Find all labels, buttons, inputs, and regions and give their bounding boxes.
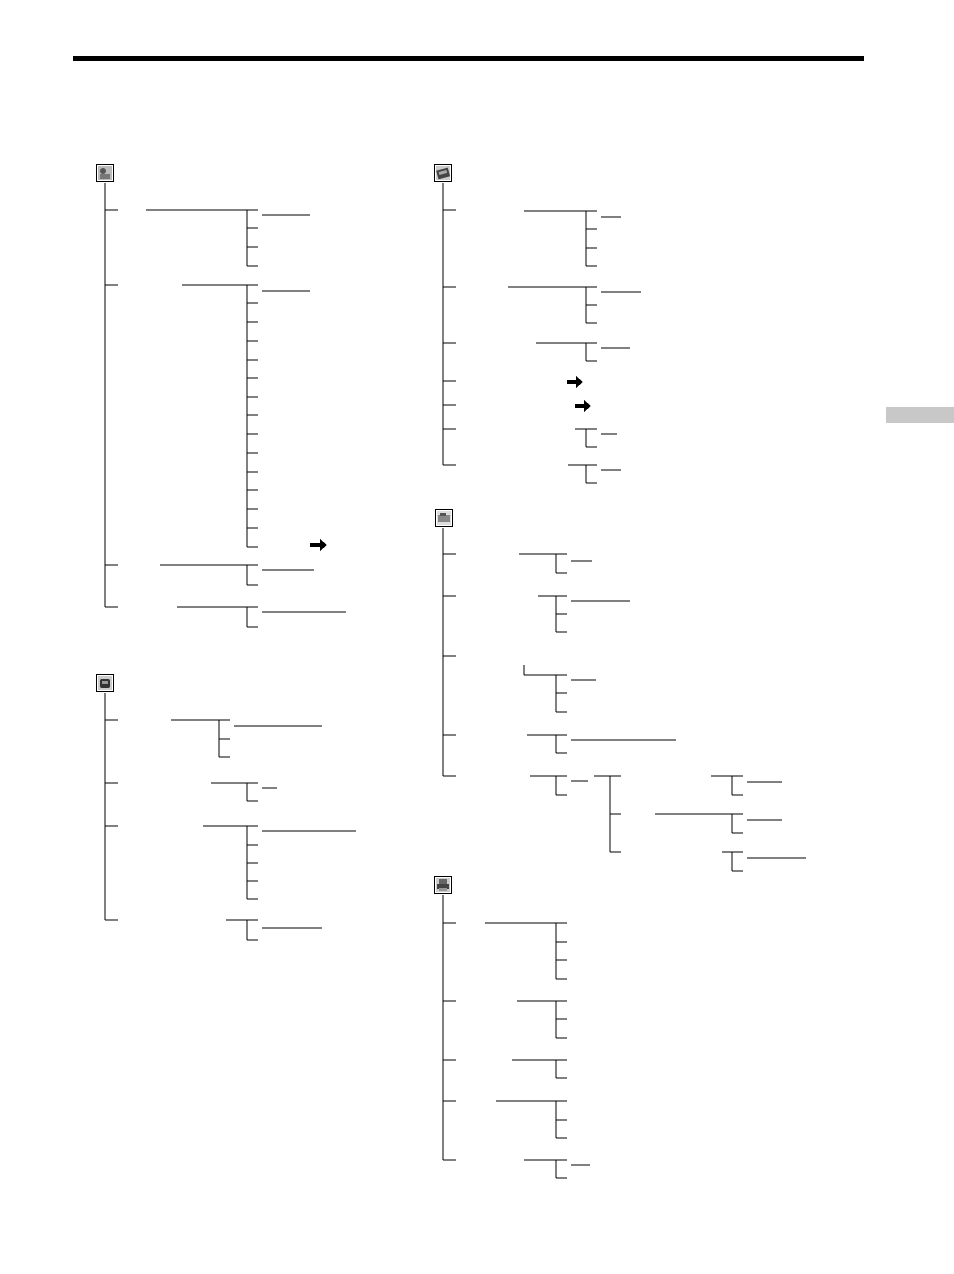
tree-group-camera-settings [104, 183, 346, 628]
cassette-tape-icon [434, 164, 452, 182]
right-arrow-icon [575, 400, 591, 412]
tree-group-etc-settings [442, 895, 590, 1179]
tree-group-tape-settings [442, 183, 641, 484]
tree-group-player-settings [104, 693, 356, 941]
chapter-side-tab [886, 407, 954, 423]
tree-group-video-edit-settings [442, 528, 806, 872]
printer-setup-icon [434, 876, 452, 894]
player-settings-icon [96, 674, 114, 692]
right-arrow-icon [310, 539, 327, 551]
camera-settings-icon [96, 164, 114, 182]
header-rule [73, 56, 864, 61]
right-arrow-icon [567, 376, 583, 388]
video-edit-icon [435, 509, 453, 527]
